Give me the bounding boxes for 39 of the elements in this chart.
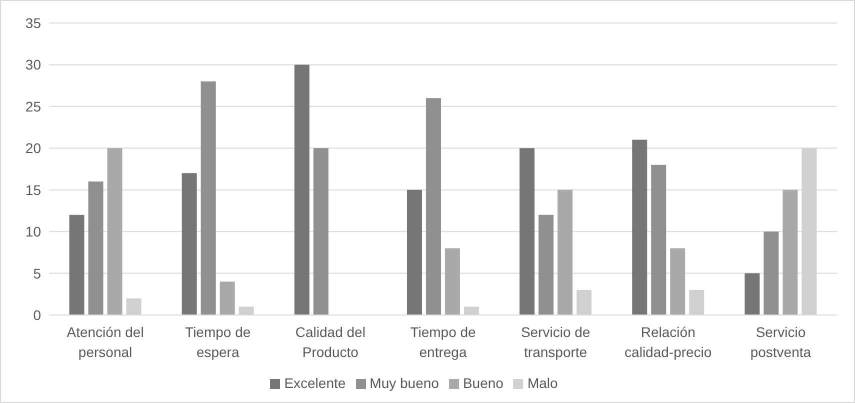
x-tick-label: Calidad del Producto bbox=[295, 324, 366, 360]
legend-label: Bueno bbox=[462, 375, 504, 391]
bar bbox=[220, 282, 235, 315]
bar bbox=[520, 148, 535, 315]
x-tick-label: Tiempo de entrega bbox=[410, 324, 476, 360]
x-tick-label: Tiempo de espera bbox=[185, 324, 251, 360]
y-tick-label: 10 bbox=[25, 224, 42, 240]
y-tick-label: 25 bbox=[25, 98, 42, 114]
bar bbox=[632, 140, 648, 315]
y-tick-label: 0 bbox=[33, 306, 42, 323]
x-tick-label: Servicio de transporte bbox=[520, 324, 590, 360]
x-tick-label: Servicio postventa bbox=[750, 324, 812, 360]
legend-label: Malo bbox=[527, 375, 558, 391]
x-tick-label: Relación calidad-precio bbox=[624, 324, 712, 360]
bar bbox=[782, 190, 798, 315]
bar bbox=[744, 273, 760, 315]
bar bbox=[651, 164, 666, 315]
bar bbox=[764, 232, 779, 315]
legend-label: Excelente bbox=[284, 375, 346, 391]
bar bbox=[444, 248, 460, 315]
bar bbox=[313, 148, 328, 315]
bar bbox=[69, 214, 84, 315]
bar bbox=[88, 182, 104, 315]
x-tick-label: Atención del personal bbox=[66, 324, 144, 360]
bar bbox=[670, 248, 686, 315]
y-tick-label: 15 bbox=[25, 182, 42, 198]
bar bbox=[426, 98, 441, 315]
bar bbox=[107, 148, 122, 315]
bar bbox=[200, 81, 216, 315]
legend-label: Muy bueno bbox=[370, 375, 439, 391]
bar bbox=[182, 173, 197, 315]
bar bbox=[406, 190, 422, 315]
y-tick-label: 35 bbox=[25, 14, 42, 31]
bar bbox=[538, 214, 554, 315]
bar bbox=[558, 190, 573, 315]
bar bbox=[294, 64, 310, 315]
y-tick-label: 5 bbox=[33, 265, 42, 282]
y-tick-label: 30 bbox=[25, 56, 42, 73]
y-tick-label: 20 bbox=[25, 140, 42, 156]
